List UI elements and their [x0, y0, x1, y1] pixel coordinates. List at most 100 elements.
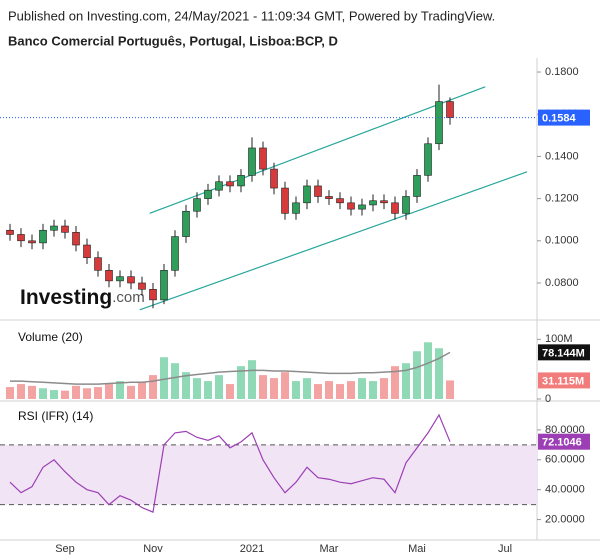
candle-body: [270, 168, 278, 189]
candle-body: [83, 244, 91, 258]
candle-body: [259, 147, 267, 170]
candle-body: [391, 202, 399, 214]
volume-bar: [446, 380, 454, 399]
volume-bar: [61, 390, 69, 399]
watermark-suffix: .com: [112, 289, 145, 306]
volume-bar: [127, 385, 135, 399]
volume-bar: [369, 381, 377, 399]
x-tick-label: Mai: [408, 543, 426, 555]
candle-body: [160, 270, 168, 301]
volume-bar: [182, 372, 190, 399]
volume-bar: [336, 384, 344, 399]
volume-bar: [17, 384, 25, 399]
candle-body: [413, 175, 421, 197]
volume-bar: [193, 378, 201, 399]
volume-bar: [292, 381, 300, 399]
candle-body: [204, 189, 212, 199]
x-tick-label: Jul: [498, 543, 512, 555]
volume-bar: [314, 384, 322, 399]
candle-body: [369, 200, 377, 206]
y-tick-label: 0.1000: [545, 235, 579, 247]
volume-bar: [28, 385, 36, 399]
candle-body: [171, 236, 179, 271]
watermark-main: Investing: [20, 286, 112, 309]
volume-ma-line: [10, 351, 451, 385]
volume-bar: [105, 384, 113, 399]
candle-body: [215, 181, 223, 191]
volume-bar: [248, 360, 256, 399]
last-price-label: 0.1584: [542, 112, 577, 124]
rsi-line: [9, 413, 451, 513]
volume-bar: [171, 363, 179, 399]
candle-body: [28, 240, 36, 244]
y-tick-label: 0.1800: [545, 66, 579, 78]
x-tick-label: 2021: [240, 543, 264, 555]
volume-bar: [380, 378, 388, 399]
y-tick-label: 100M: [545, 333, 573, 345]
candle-body: [61, 225, 69, 233]
candle-body: [314, 185, 322, 197]
volume-bar: [94, 387, 102, 399]
candle-body: [193, 198, 201, 212]
candle-body: [17, 234, 25, 242]
x-tick-label: Sep: [55, 543, 75, 555]
candle-body: [149, 289, 157, 301]
volume-bar: [50, 390, 58, 399]
candle-body: [347, 202, 355, 210]
volume-last-label: 31.115M: [542, 375, 584, 387]
rsi-band: [0, 444, 537, 505]
volume-bar: [149, 375, 157, 399]
volume-bar: [237, 366, 245, 399]
volume-bar: [116, 381, 124, 399]
candle-body: [138, 282, 146, 290]
candle-body: [358, 204, 366, 210]
source-note: Published on Investing.com, 24/May/2021 …: [8, 8, 495, 23]
candle-body: [237, 175, 245, 187]
rsi-last-label-box: [538, 433, 590, 450]
volume-bar: [39, 388, 47, 399]
candle-body: [292, 202, 300, 214]
trend-line: [139, 171, 528, 311]
volume-bar: [204, 381, 212, 399]
volume-bar: [391, 366, 399, 399]
candle-body: [127, 276, 135, 284]
volume-bar: [347, 381, 355, 399]
candle-body: [226, 181, 234, 187]
volume-bar: [281, 372, 289, 399]
volume-bar: [6, 387, 14, 399]
volume-ma-label-box: [538, 344, 590, 361]
candle-body: [435, 101, 443, 145]
y-tick-label: 20.0000: [545, 513, 585, 525]
y-tick-label: 0.0800: [545, 277, 579, 289]
candle-body: [248, 147, 256, 176]
volume-bar: [413, 351, 421, 399]
candle-body: [6, 229, 14, 235]
volume-last-label-box: [538, 372, 590, 389]
candle-body: [424, 143, 432, 176]
volume-bar: [424, 342, 432, 399]
volume-bar: [358, 378, 366, 399]
candle-body: [182, 210, 190, 237]
candle-body: [39, 229, 47, 244]
volume-bar: [215, 375, 223, 399]
volume-bar: [83, 388, 91, 399]
watermark: Investing.com: [20, 286, 145, 309]
chart-title: Banco Comercial Português, Portugal, Lis…: [8, 33, 338, 48]
candle-body: [50, 225, 58, 231]
volume-bar: [402, 363, 410, 399]
volume-bar: [303, 378, 311, 399]
candle-body: [446, 101, 454, 118]
y-tick-label: 0: [545, 393, 551, 405]
y-tick-label: 0.1200: [545, 193, 579, 205]
candle-body: [336, 198, 344, 204]
volume-bar: [325, 381, 333, 399]
volume-bar: [160, 357, 168, 399]
volume-bar: [270, 378, 278, 399]
candle-body: [303, 185, 311, 204]
last-price-label-box: [538, 109, 590, 126]
volume-legend: Volume (20): [18, 330, 83, 344]
candle-body: [94, 257, 102, 271]
candle-body: [116, 276, 124, 282]
